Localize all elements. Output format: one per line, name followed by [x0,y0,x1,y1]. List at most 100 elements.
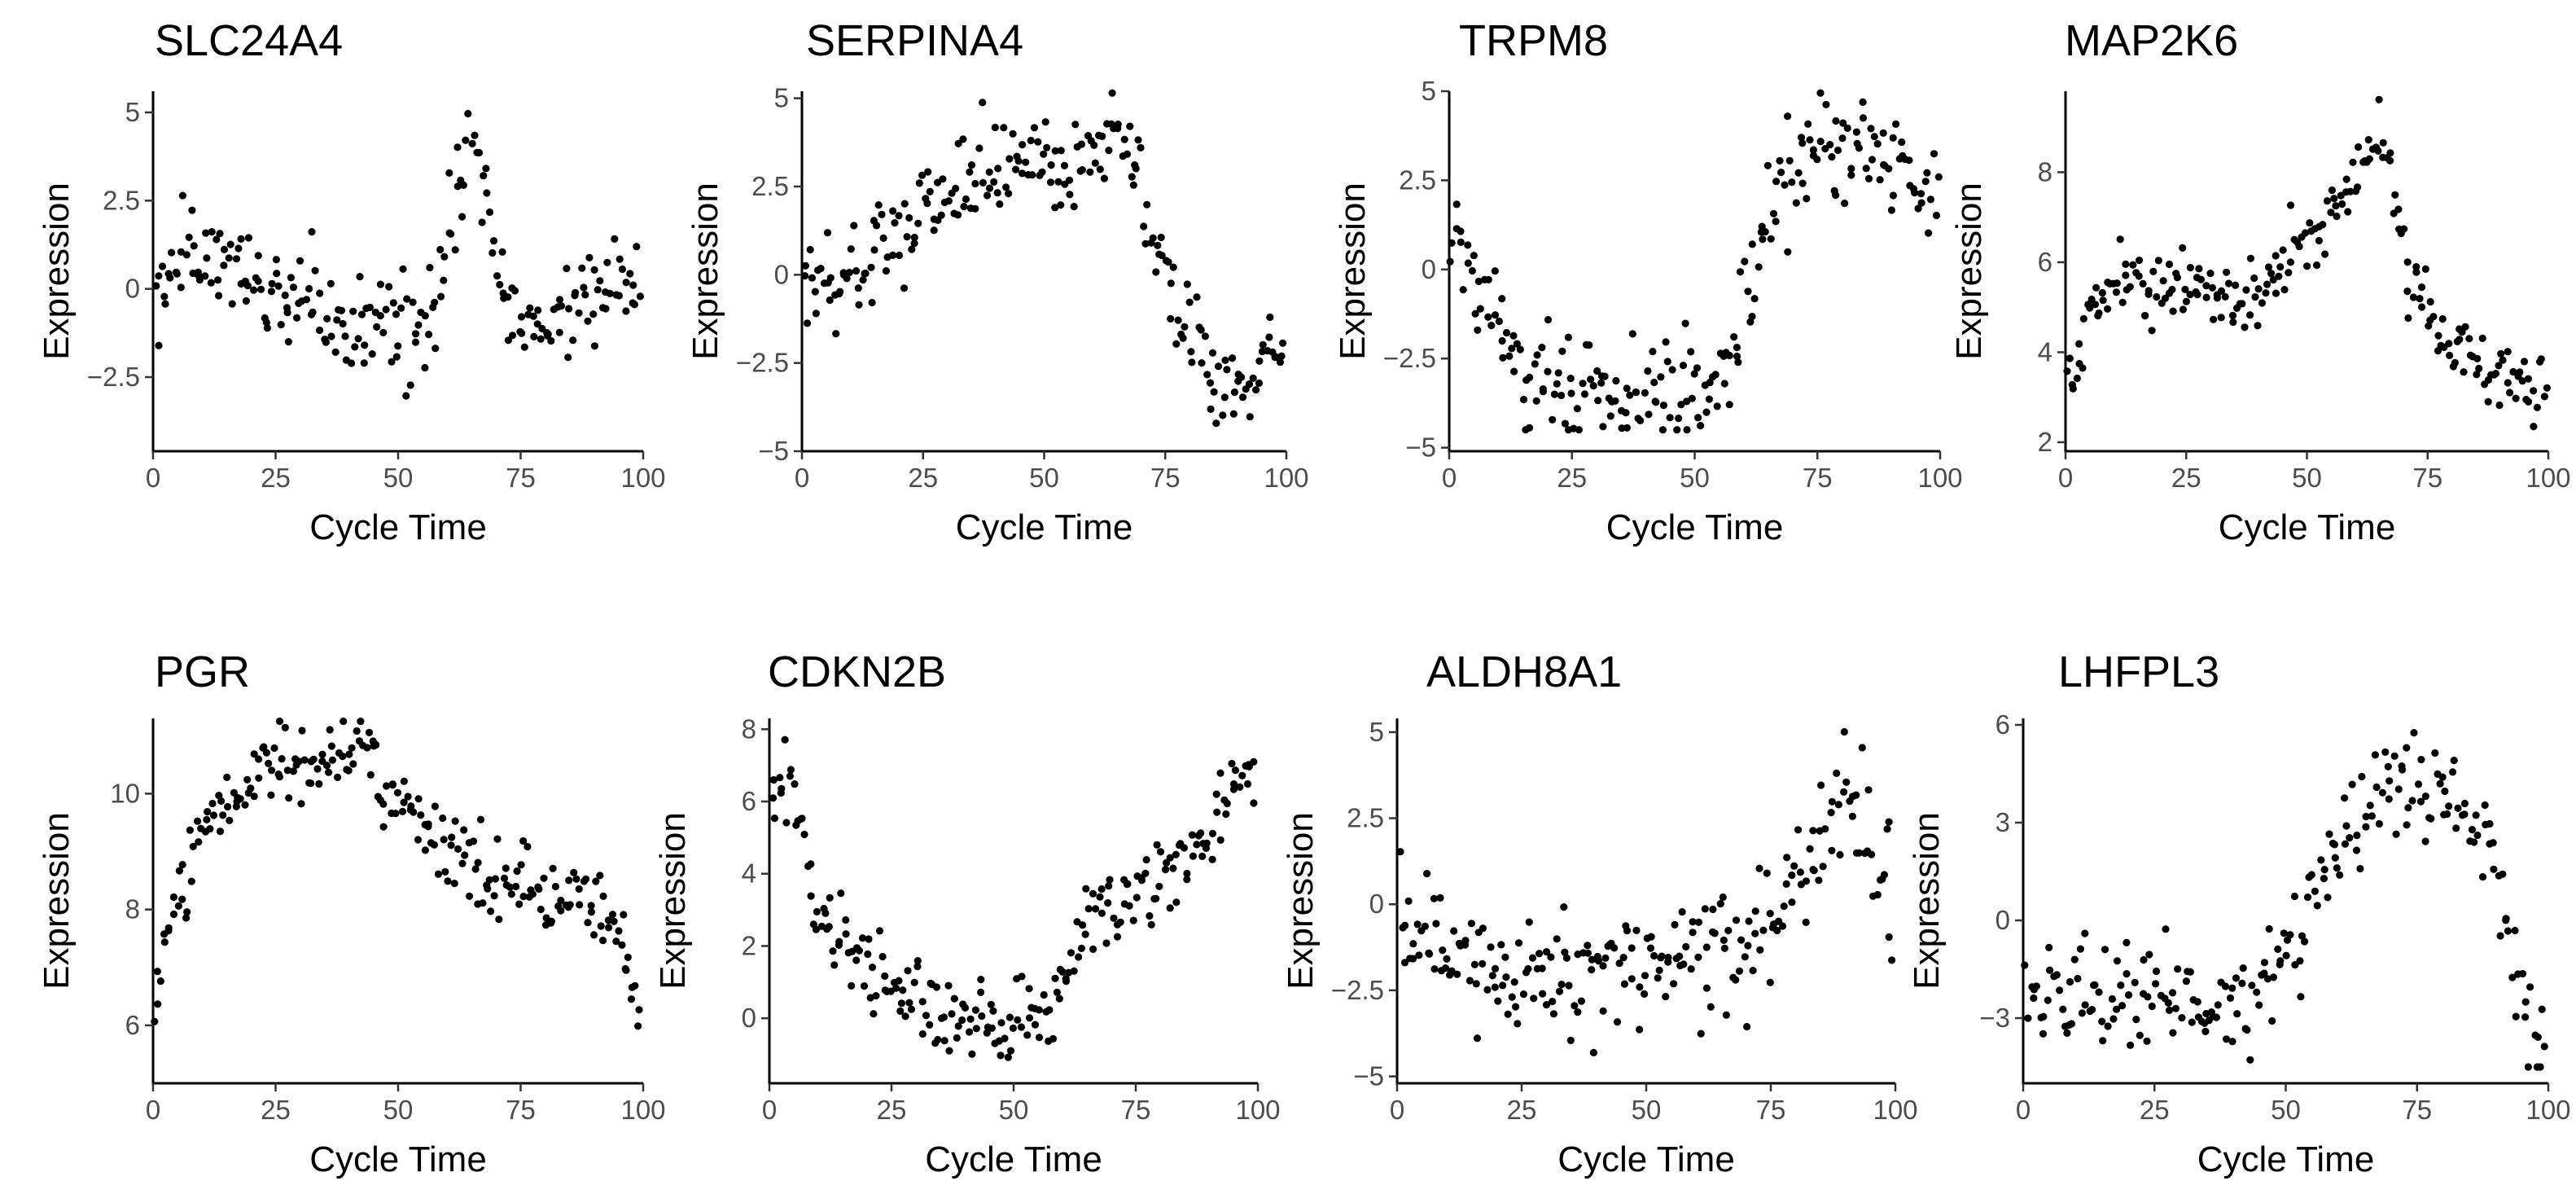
data-point [622,307,630,315]
data-point [485,876,493,884]
data-point [1809,827,1817,835]
data-point [557,302,566,310]
data-point [770,814,779,823]
data-point [513,867,521,876]
data-point [1585,341,1593,349]
data-point [2232,974,2241,982]
data-point [1828,846,1836,854]
data-point [2526,983,2534,991]
data-point [2325,830,2333,838]
data-point [1641,972,1649,980]
data-point [360,359,368,367]
data-point [892,984,900,992]
data-point [480,172,488,180]
data-point [223,773,231,782]
data-point [2465,335,2473,343]
data-point [922,1012,931,1020]
data-point [2353,832,2361,840]
data-point [1154,241,1162,249]
data-point [520,343,528,351]
y-tick-label: −2.5 [1331,975,1384,1005]
data-point [339,319,347,328]
data-point [1809,146,1817,154]
data-point [2327,209,2335,217]
data-point [1004,1053,1012,1061]
data-point [447,230,455,238]
data-point [326,726,334,734]
data-point [485,208,494,217]
data-point [1649,348,1657,356]
data-point [895,212,903,220]
data-point [322,762,331,770]
data-point [1730,333,1738,341]
data-point [1508,993,1516,1001]
data-point [1525,918,1533,926]
data-point [1923,169,1931,177]
data-point [2162,925,2170,933]
data-point [1816,138,1825,146]
data-point [581,875,590,883]
data-point [832,330,840,338]
data-point [2075,340,2083,348]
data-point [2123,938,2131,946]
data-point [1058,968,1067,976]
data-point [1701,905,1709,913]
data-point [620,911,628,919]
y-tick-label: 2 [2038,427,2052,457]
data-point [156,977,164,986]
data-point [627,995,636,1003]
data-point [2098,1017,2106,1025]
data-point [1491,964,1500,972]
data-point [1785,156,1794,165]
data-point [212,235,221,244]
data-point [507,890,515,898]
data-point [808,274,817,282]
data-point [220,261,228,270]
data-point [2136,1031,2144,1039]
data-point [1432,920,1440,928]
data-point [1797,134,1806,142]
scatter-points [2063,95,2551,431]
data-point [1450,927,1458,935]
data-point [307,779,315,788]
data-point [1491,267,1499,275]
data-point [1132,165,1140,173]
data-point [1898,138,1906,147]
data-point [1129,181,1137,189]
data-point [2095,988,2103,996]
data-point [226,240,234,248]
data-point [905,999,913,1007]
data-point [1687,965,1695,973]
data-point [1722,1011,1730,1019]
data-point [2063,1029,2071,1037]
y-tick-label: 0 [774,259,789,289]
data-point [972,1025,980,1033]
data-point [2045,943,2053,951]
data-point [2362,813,2370,821]
data-point [2368,812,2376,820]
data-point [1549,998,1557,1006]
data-point [2092,283,2101,292]
data-point [412,330,420,338]
data-point [1772,217,1780,226]
data-point [2511,926,2519,935]
data-point [2446,351,2454,359]
data-point [177,248,185,256]
data-point [475,148,484,157]
data-point [985,168,993,176]
y-tick-label: −5 [758,436,789,466]
data-point [1230,388,1238,397]
data-point [2238,300,2246,308]
data-point [1566,375,1575,383]
data-point [1858,744,1866,752]
data-point [1679,362,1688,370]
data-point [1502,328,1511,337]
data-point [547,336,555,345]
data-point [2392,830,2400,838]
data-point [1748,240,1756,248]
data-point [954,1022,962,1030]
data-point [2321,250,2329,258]
data-point [2371,751,2379,759]
data-point [1430,965,1439,973]
data-point [2169,1029,2177,1037]
